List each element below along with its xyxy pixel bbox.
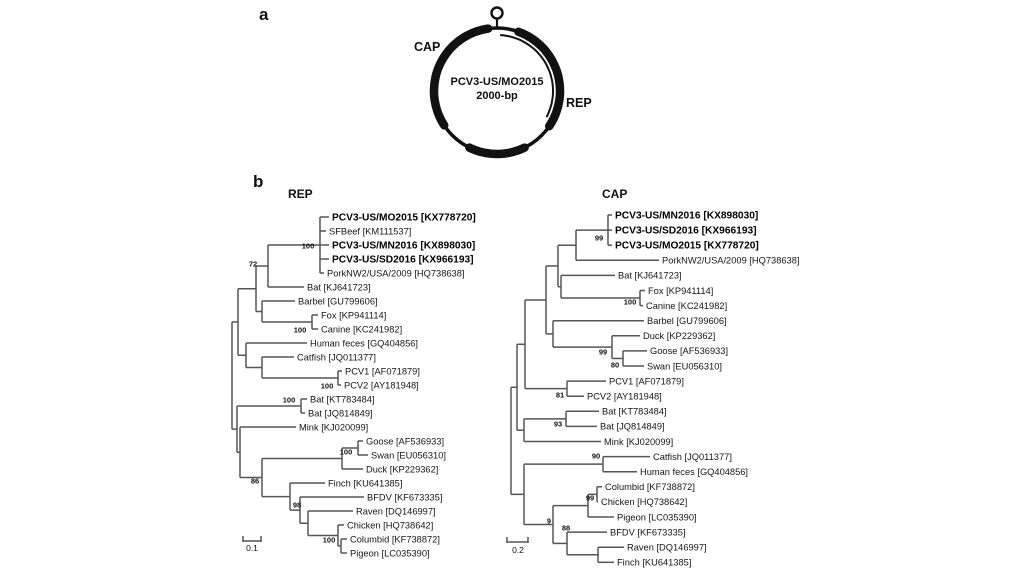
bootstrap-value: 100 xyxy=(323,536,336,545)
bootstrap-value: 100 xyxy=(321,382,334,391)
panel-b-label: b xyxy=(253,172,264,191)
cap-gene-label: CAP xyxy=(414,40,441,54)
taxon-label: Bat [KT783484] xyxy=(602,407,667,417)
taxon-label: PCV3-US/SD2016 [KX966193] xyxy=(332,254,474,265)
taxon-label: Duck [KP229362] xyxy=(643,331,715,341)
taxon-label: Barbel [GU799606] xyxy=(298,296,378,306)
bootstrap-value: 81 xyxy=(556,391,564,400)
bootstrap-value: 9 xyxy=(547,517,551,526)
taxon-label: Mink [KJ020099] xyxy=(299,422,368,432)
gene-arc-rep-orf xyxy=(514,27,565,131)
bootstrap-value: 90 xyxy=(592,452,600,461)
taxon-label: PCV3-US/SD2016 [KX966193] xyxy=(615,225,757,236)
taxon-label: Catfish [JQ011377] xyxy=(297,352,376,362)
bootstrap-value: 100 xyxy=(302,242,315,251)
taxon-label: Fox [KP941114] xyxy=(648,286,713,296)
bootstrap-value: 100 xyxy=(294,326,307,335)
bootstrap-value: 93 xyxy=(554,420,562,429)
taxon-label: Pigeon [LC035390] xyxy=(617,512,697,522)
taxon-label: Bat [JQ814849] xyxy=(600,422,665,432)
bootstrap-value: 100 xyxy=(340,448,353,457)
gene-arc-rep-inner-line xyxy=(499,34,554,118)
taxon-label: Swan [EU056310] xyxy=(371,450,446,460)
bootstrap-value: 98 xyxy=(293,501,301,510)
taxon-label: BFDV [KF673335] xyxy=(367,492,442,502)
rep-gene-label: REP xyxy=(566,96,592,110)
rep-scale-label: 0.1 xyxy=(246,543,258,553)
taxon-label: PCV3-US/MN2016 [KX898030] xyxy=(615,210,758,221)
taxon-label: Canine [KC241982] xyxy=(646,301,727,311)
taxon-label: Bat [KT783484] xyxy=(310,394,375,404)
bootstrap-value: 88 xyxy=(562,524,570,533)
taxon-label: Fox [KP941114] xyxy=(321,310,386,320)
taxon-label: PCV1 [AF071879] xyxy=(609,376,684,386)
taxon-label: PCV3-US/MO2015 [KX778720] xyxy=(332,212,476,223)
taxon-label: Goose [AF536933] xyxy=(650,346,728,356)
taxon-label: PCV1 [AF071879] xyxy=(345,366,420,376)
bootstrap-value: 100 xyxy=(624,298,637,307)
taxon-label: Goose [AF536933] xyxy=(366,436,444,446)
stem-loop-icon xyxy=(490,6,504,20)
taxon-label: Duck [KP229362] xyxy=(366,464,438,474)
taxon-label: PorkNW2/USA/2009 [HQ738638] xyxy=(327,268,464,278)
taxon-label: Columbid [KF738872] xyxy=(605,482,695,492)
bootstrap-value: 72 xyxy=(249,260,257,269)
genome-map xyxy=(429,6,565,159)
taxon-label: Raven [DQ146997] xyxy=(627,543,707,553)
phylo-tree-cap: PCV3-US/MN2016 [KX898030] PCV3-US/SD2016 … xyxy=(506,210,799,568)
taxon-label: Bat [KJ641723] xyxy=(307,282,371,292)
bootstrap-value: 86 xyxy=(251,477,259,486)
taxon-label: Finch [KU641385] xyxy=(617,558,691,568)
taxon-label: PCV3-US/MN2016 [KX898030] xyxy=(332,240,475,251)
panel-a-label: a xyxy=(259,5,269,24)
taxon-label: Human feces [GQ404856] xyxy=(310,338,418,348)
gene-arc-cap-orf xyxy=(429,24,493,130)
bootstrap-value: 99 xyxy=(595,234,603,243)
gene-arc-bottom-orf xyxy=(465,143,529,159)
taxon-label: Pigeon [LC035390] xyxy=(350,548,430,558)
taxon-label: Barbel [GU799606] xyxy=(647,316,727,326)
genome-name: PCV3-US/MO2015 xyxy=(450,76,544,88)
cap-tree-title: CAP xyxy=(602,187,628,201)
bootstrap-value: 100 xyxy=(283,396,296,405)
taxon-label: Bat [JQ814849] xyxy=(308,408,373,418)
taxon-label: Mink [KJ020099] xyxy=(604,437,673,447)
phylo-tree-rep: PCV3-US/MO2015 [KX778720] SFBeef [KM11153… xyxy=(231,212,476,558)
cap-scale-label: 0.2 xyxy=(512,545,524,555)
taxon-label: BFDV [KF673335] xyxy=(610,527,685,537)
taxon-label: PorkNW2/USA/2009 [HQ738638] xyxy=(662,256,799,266)
taxon-label: SFBeef [KM111537] xyxy=(329,226,411,236)
taxon-label: Raven [DQ146997] xyxy=(356,506,436,516)
rep-tree-title: REP xyxy=(288,187,313,201)
bootstrap-value: 99 xyxy=(599,348,607,357)
taxon-label: Finch [KU641385] xyxy=(328,478,402,488)
taxon-label: Swan [EU056310] xyxy=(647,361,722,371)
bootstrap-value: 99 xyxy=(586,494,594,503)
taxon-label: PCV2 [AY181948] xyxy=(344,380,419,390)
taxon-label: Chicken [HQ738642] xyxy=(347,520,433,530)
taxon-label: Bat [KJ641723] xyxy=(618,271,682,281)
taxon-label: Chicken [HQ738642] xyxy=(601,497,687,507)
taxon-label: Canine [KC241982] xyxy=(321,324,402,334)
bootstrap-value: 80 xyxy=(611,361,619,370)
taxon-label: Catfish [JQ011377] xyxy=(653,452,732,462)
taxon-label: PCV2 [AY181948] xyxy=(587,392,662,402)
taxon-label: Columbid [KF738872] xyxy=(350,534,440,544)
taxon-label: Human feces [GQ404856] xyxy=(640,467,748,477)
taxon-label: PCV3-US/MO2015 [KX778720] xyxy=(615,241,759,252)
genome-size: 2000-bp xyxy=(476,90,518,102)
